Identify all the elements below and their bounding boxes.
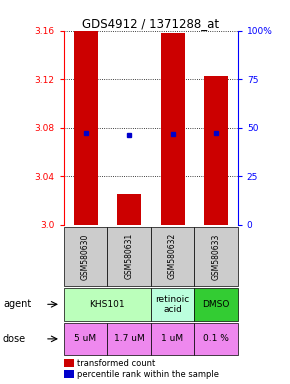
Text: GSM580632: GSM580632: [168, 233, 177, 280]
Bar: [64, 227, 107, 286]
Text: 1 uM: 1 uM: [162, 334, 184, 343]
Bar: [161, 33, 184, 225]
Bar: [64, 359, 74, 367]
Bar: [151, 227, 194, 286]
Bar: [64, 288, 151, 321]
Text: retinoic
acid: retinoic acid: [155, 295, 190, 314]
Bar: [74, 31, 97, 225]
Text: 0.1 %: 0.1 %: [203, 334, 229, 343]
Text: dose: dose: [3, 334, 26, 344]
Text: 1.7 uM: 1.7 uM: [114, 334, 144, 343]
Bar: [151, 288, 194, 321]
Bar: [151, 323, 194, 355]
Text: transformed count: transformed count: [77, 359, 155, 368]
Bar: [204, 76, 228, 225]
Bar: [64, 370, 74, 378]
Bar: [107, 323, 151, 355]
Bar: [194, 323, 238, 355]
Text: GSM580630: GSM580630: [81, 233, 90, 280]
Bar: [117, 194, 141, 225]
Bar: [194, 288, 238, 321]
Title: GDS4912 / 1371288_at: GDS4912 / 1371288_at: [82, 17, 219, 30]
Text: agent: agent: [3, 299, 31, 310]
Text: KHS101: KHS101: [90, 300, 125, 309]
Text: GSM580631: GSM580631: [124, 233, 134, 280]
Text: DMSO: DMSO: [202, 300, 230, 309]
Text: 5 uM: 5 uM: [75, 334, 97, 343]
Bar: [194, 227, 238, 286]
Bar: [107, 227, 151, 286]
Text: percentile rank within the sample: percentile rank within the sample: [77, 369, 219, 379]
Text: GSM580633: GSM580633: [211, 233, 221, 280]
Bar: [64, 323, 107, 355]
